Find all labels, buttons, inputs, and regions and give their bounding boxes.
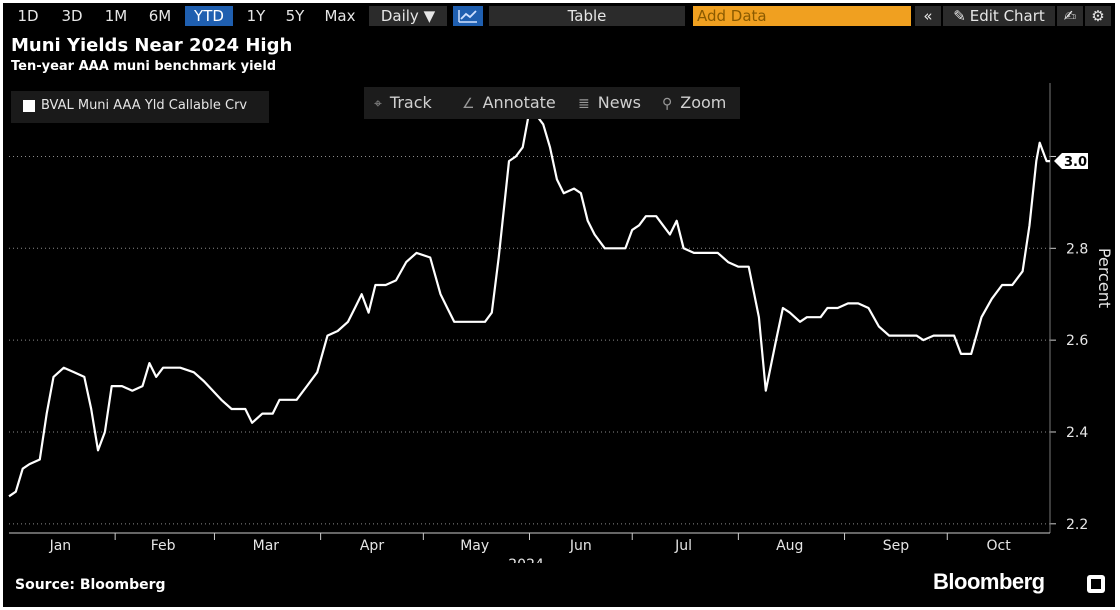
annotate-label: Annotate [482,93,556,112]
range-button-1y[interactable]: 1Y [246,7,266,25]
x-tick-label: Apr [360,538,384,554]
toolbar: 1D 3D 1M 6M YTD 1Y 5Y Max Daily ▼ Table … [3,3,1115,29]
bloomberg-logo-text: Bloomberg [933,569,1045,594]
x-tick-label: Jun [569,538,592,554]
news-label: News [597,93,641,112]
add-data-input[interactable] [693,6,911,26]
range-button-1d[interactable]: 1D [17,7,39,25]
legend-label: BVAL Muni AAA Yld Callable Crv [41,98,248,113]
annotate-button[interactable]: ∠ Annotate [462,87,556,119]
chart-tools-bar: ⌖ Track ∠ Annotate ≣ News ⚲ Zoom [364,87,740,119]
x-tick-label: Feb [151,538,176,554]
table-button[interactable]: Table [489,6,685,26]
collapse-button[interactable]: « [915,6,941,26]
chart-edit-icon-button[interactable]: ✍ [1057,6,1083,26]
x-axis-label: 2024 [508,557,544,563]
series-line [8,109,1050,498]
settings-button[interactable]: ⚙ [1085,6,1111,26]
y-tick-label: 2.4 [1066,425,1088,441]
x-tick-label: Sep [883,538,910,554]
news-icon: ≣ [578,96,590,112]
x-tick-label: Oct [987,538,1012,554]
range-button-ytd[interactable]: YTD [185,6,233,26]
chart-title: Muni Yields Near 2024 High [11,35,293,56]
range-button-5y[interactable]: 5Y [285,7,305,25]
zoom-button[interactable]: ⚲ Zoom [662,87,726,119]
range-button-1m[interactable]: 1M [104,7,128,25]
y-axis-label: Percent [1095,248,1114,308]
chart-subtitle: Ten-year AAA muni benchmark yield [11,59,277,74]
legend[interactable]: BVAL Muni AAA Yld Callable Crv [11,91,269,123]
chart-window: 1D 3D 1M 6M YTD 1Y 5Y Max Daily ▼ Table … [3,3,1115,607]
edit-chart-label: Edit Chart [969,7,1045,25]
range-button-max[interactable]: Max [324,7,356,25]
source-note: Source: Bloomberg [15,577,166,593]
crosshair-icon: ⌖ [374,96,382,112]
news-button[interactable]: ≣ News [578,87,641,119]
chart-canvas: 2.2 2.4 2.6 2.8 Jan Feb Mar Apr May Jun Jul Aug Sep O… [8,83,1114,563]
edit-chart-button[interactable]: ✎ Edit Chart [943,6,1055,26]
x-tick-label: Jul [674,538,692,554]
y-tick-label: 2.2 [1066,517,1088,533]
x-tick-label: May [460,538,489,554]
y-tick-label: 2.8 [1066,241,1088,257]
last-value-tag [1054,153,1088,170]
frequency-dropdown[interactable]: Daily ▼ [369,6,447,26]
zoom-label: Zoom [680,93,727,112]
track-button[interactable]: ⌖ Track [374,87,432,119]
range-button-3d[interactable]: 3D [61,7,83,25]
table-label: Table [567,7,607,25]
gear-icon: ⚙ [1091,7,1105,25]
line-chart-icon [458,10,477,23]
edit-lines-icon: ✍ [1063,7,1077,25]
x-tick-label: Jan [49,538,72,554]
magnifier-icon: ⚲ [662,96,673,112]
x-tick-label: Aug [776,538,803,554]
legend-swatch [23,100,35,112]
last-value-label: 3.0 [1064,155,1087,170]
bloomberg-logo-icon [1087,575,1105,593]
track-label: Track [389,93,432,112]
pencil-icon: ✎ [953,7,966,25]
double-chevron-left-icon: « [923,7,933,25]
y-tick-label: 2.6 [1066,333,1088,349]
pencil-line-icon: ∠ [462,96,475,112]
line-chart-toggle[interactable] [453,6,483,26]
range-button-6m[interactable]: 6M [148,7,172,25]
x-tick-label: Mar [253,538,280,554]
